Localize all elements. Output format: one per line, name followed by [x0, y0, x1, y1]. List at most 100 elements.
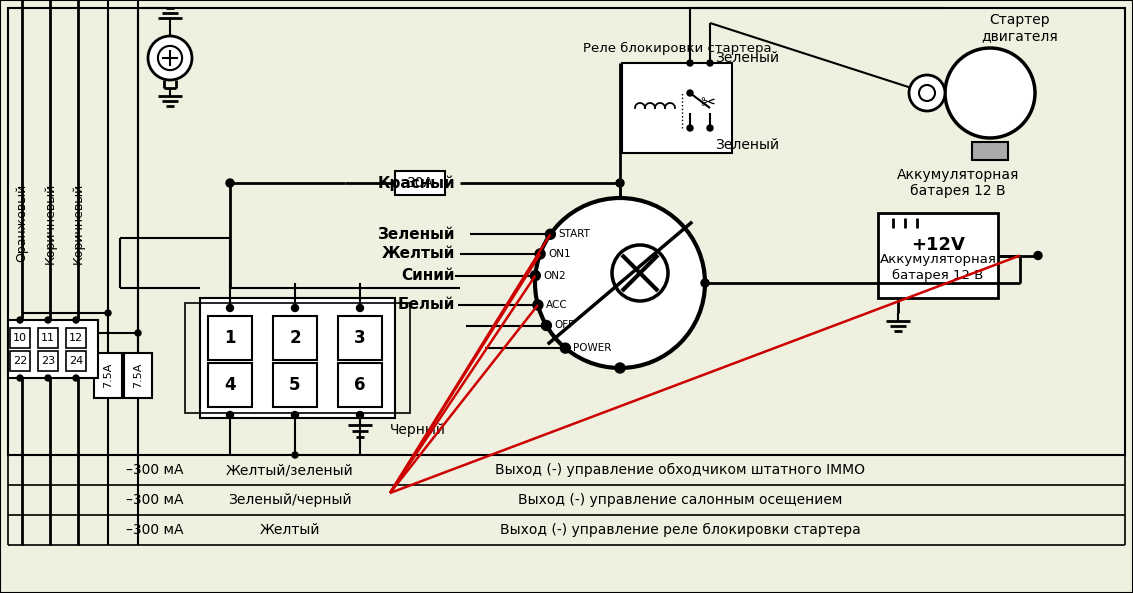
Bar	[185, 303, 410, 413]
Circle shape	[291, 304, 298, 311]
Circle shape	[227, 304, 233, 311]
Text: 11: 11	[41, 333, 56, 343]
Bar	[94, 353, 122, 398]
Circle shape	[292, 452, 298, 458]
Bar	[622, 63, 732, 153]
Bar	[395, 171, 445, 195]
Bar	[8, 8, 1125, 455]
Circle shape	[612, 245, 668, 301]
Text: Зеленый: Зеленый	[715, 51, 780, 65]
Text: Стартер
двигателя: Стартер двигателя	[981, 13, 1058, 43]
Text: 5: 5	[289, 376, 300, 394]
Text: 7.5А: 7.5А	[133, 363, 143, 388]
Circle shape	[535, 249, 545, 259]
Text: 2: 2	[289, 329, 301, 347]
Text: 22: 22	[12, 356, 27, 366]
Bar	[338, 363, 382, 407]
Circle shape	[73, 375, 79, 381]
Circle shape	[17, 375, 23, 381]
Circle shape	[530, 270, 540, 280]
Text: ✂: ✂	[700, 94, 716, 112]
Bar	[208, 363, 252, 407]
Text: 3: 3	[355, 329, 366, 347]
Bar	[273, 316, 317, 360]
Bar	[10, 351, 29, 371]
Bar	[66, 351, 86, 371]
Text: Аккумуляторная
батарея 12 В: Аккумуляторная батарея 12 В	[879, 253, 996, 282]
Bar	[201, 298, 395, 418]
Text: ACC: ACC	[546, 300, 568, 310]
Text: 23: 23	[41, 356, 56, 366]
Text: Зеленый: Зеленый	[715, 138, 780, 152]
Text: ON2: ON2	[544, 270, 566, 280]
Circle shape	[73, 317, 79, 323]
Bar	[66, 328, 86, 348]
Circle shape	[45, 317, 51, 323]
Circle shape	[615, 363, 625, 373]
Text: 6: 6	[355, 376, 366, 394]
Bar	[10, 328, 29, 348]
Circle shape	[157, 46, 182, 70]
Text: START: START	[559, 229, 590, 239]
Bar	[972, 142, 1008, 160]
Text: Красный: Красный	[377, 176, 455, 191]
Bar	[208, 316, 252, 360]
Text: Синий: Синий	[401, 268, 455, 283]
Circle shape	[225, 179, 235, 187]
Circle shape	[545, 229, 555, 239]
Circle shape	[357, 304, 364, 311]
Text: Желтый/зеленый: Желтый/зеленый	[227, 463, 353, 477]
Text: –300 мА: –300 мА	[126, 493, 184, 507]
Circle shape	[707, 125, 713, 131]
Text: 7.5А: 7.5А	[103, 363, 113, 388]
Text: 30А: 30А	[407, 176, 434, 190]
Text: Белый: Белый	[398, 298, 455, 313]
Bar	[273, 363, 317, 407]
Text: Выход (-) управление салонным осещением: Выход (-) управление салонным осещением	[518, 493, 842, 507]
Text: Коричневый: Коричневый	[43, 183, 57, 264]
Text: Аккумуляторная
батарея 12 В: Аккумуляторная батарея 12 В	[897, 168, 1020, 198]
Circle shape	[687, 90, 693, 96]
Text: Зеленый: Зеленый	[377, 227, 455, 242]
Text: Желтый: Желтый	[382, 247, 455, 262]
Text: Реле блокировки стартера: Реле блокировки стартера	[582, 42, 772, 55]
Text: 10: 10	[12, 333, 27, 343]
Circle shape	[17, 317, 23, 323]
Text: 1: 1	[224, 329, 236, 347]
Text: –300 мА: –300 мА	[126, 523, 184, 537]
Circle shape	[616, 179, 624, 187]
Circle shape	[535, 198, 705, 368]
Text: Выход (-) управление реле блокировки стартера: Выход (-) управление реле блокировки ста…	[500, 523, 860, 537]
Circle shape	[1034, 251, 1042, 260]
Bar	[878, 213, 998, 298]
Text: ON1: ON1	[548, 249, 571, 259]
Circle shape	[919, 85, 935, 101]
Circle shape	[105, 310, 111, 316]
Text: Желтый: Желтый	[259, 523, 321, 537]
Text: Оранжевый: Оранжевый	[16, 184, 28, 262]
Text: Коричневый: Коричневый	[71, 183, 85, 264]
Text: Зеленый/черный: Зеленый/черный	[228, 493, 352, 507]
Text: 24: 24	[69, 356, 83, 366]
Bar	[8, 320, 97, 378]
Circle shape	[135, 330, 140, 336]
Text: Выход (-) управление обходчиком штатного IMMO: Выход (-) управление обходчиком штатного…	[495, 463, 864, 477]
Circle shape	[909, 75, 945, 111]
Circle shape	[707, 60, 713, 66]
Bar	[39, 328, 58, 348]
Circle shape	[533, 300, 543, 310]
Circle shape	[542, 320, 552, 330]
Circle shape	[291, 412, 298, 419]
Circle shape	[357, 412, 364, 419]
Circle shape	[687, 125, 693, 131]
Circle shape	[701, 279, 709, 287]
Text: –300 мА: –300 мА	[126, 463, 184, 477]
Circle shape	[227, 412, 233, 419]
Circle shape	[561, 343, 570, 353]
Bar	[338, 316, 382, 360]
Circle shape	[45, 375, 51, 381]
Text: Черный: Черный	[390, 423, 446, 437]
Text: POWER: POWER	[573, 343, 612, 353]
Bar	[39, 351, 58, 371]
Text: 12: 12	[69, 333, 83, 343]
